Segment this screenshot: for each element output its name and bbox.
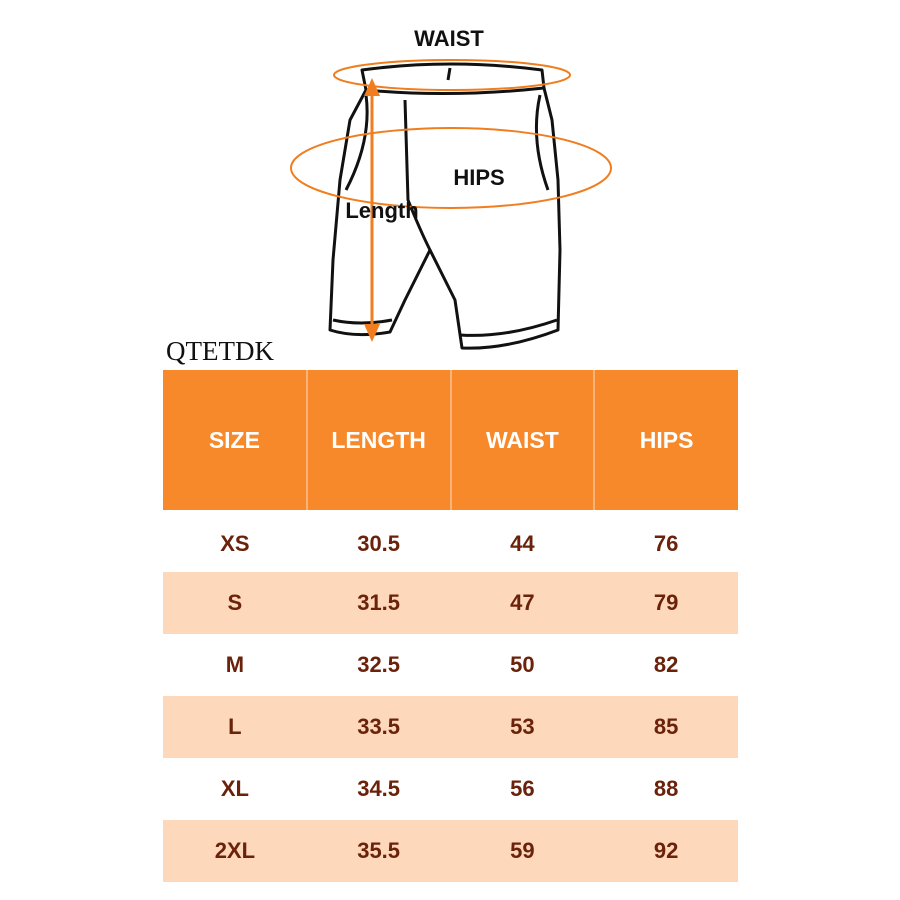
hips-label: HIPS <box>453 165 504 190</box>
table-row: 2XL 35.5 59 92 <box>163 820 738 882</box>
table-row: L 33.5 53 85 <box>163 696 738 758</box>
table-cell: 88 <box>653 776 679 801</box>
table-cell: XS <box>220 531 250 556</box>
table-row: XL 34.5 56 88 <box>163 758 738 820</box>
waist-label: WAIST <box>414 26 484 51</box>
table-row: XS 30.5 44 76 <box>163 510 738 572</box>
table-cell: L <box>163 696 307 758</box>
table-cell: 47 <box>450 572 595 634</box>
header-cell: WAIST <box>449 370 595 510</box>
header-cell: SIZE <box>163 370 307 510</box>
table-cell: 85 <box>594 696 738 758</box>
table-cell: 30.5 <box>357 531 401 556</box>
table-cell: 44 <box>510 531 535 556</box>
table-cell: 32.5 <box>357 652 401 677</box>
table-cell: 50 <box>510 652 535 677</box>
table-cell: 35.5 <box>306 820 451 882</box>
header-cell: LENGTH <box>305 370 451 510</box>
table-cell: 79 <box>594 572 738 634</box>
table-cell: 34.5 <box>357 776 401 801</box>
table-cell: 82 <box>653 652 679 677</box>
table-cell: 33.5 <box>306 696 451 758</box>
table-cell: 56 <box>510 776 535 801</box>
brand: QTETDK <box>166 336 274 366</box>
table-cell: 59 <box>450 820 595 882</box>
shorts-diagram: WAIST HIPS Length <box>290 26 612 350</box>
table-cell: 76 <box>653 531 679 556</box>
table-cell: XL <box>220 776 249 801</box>
table-cell: 53 <box>450 696 595 758</box>
table-cell: 92 <box>594 820 738 882</box>
table-cell: S <box>163 572 307 634</box>
table-cell: 31.5 <box>306 572 451 634</box>
table-row: M 32.5 50 82 <box>163 634 738 696</box>
table-cell: M <box>225 652 245 677</box>
header-row: SIZE LENGTH WAIST HIPS <box>163 370 738 510</box>
table-cell: 2XL <box>163 820 307 882</box>
table-row: S 31.5 47 79 <box>163 572 738 634</box>
size-table: SIZE LENGTH WAIST HIPS XS 30.5 44 76 S 31.5 47 79 M… <box>163 370 738 882</box>
length-label: Length <box>345 198 418 223</box>
header-cell: HIPS <box>593 370 738 510</box>
